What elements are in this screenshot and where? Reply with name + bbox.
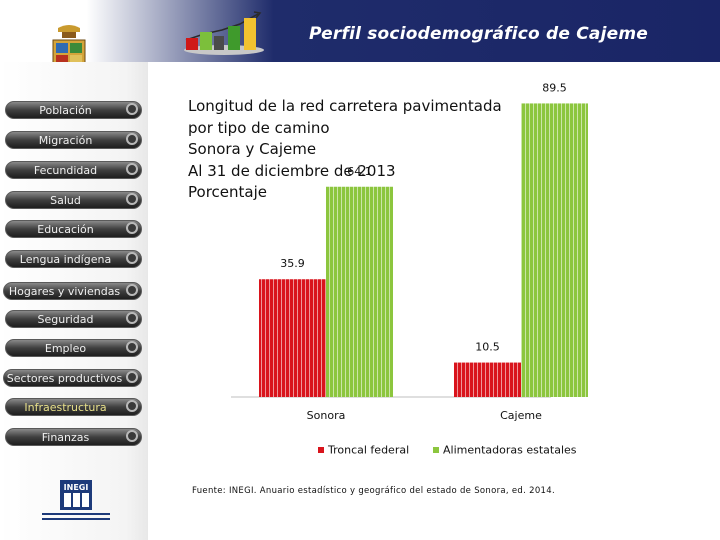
circle-arrow-icon [126,163,138,175]
nav-item-label: Empleo [44,342,87,355]
nav-item-label: Infraestructura [24,401,107,414]
nav-item-educacion[interactable]: Educación [5,220,142,238]
circle-arrow-icon [126,103,138,115]
nav-item-label: Fecundidad [33,164,98,177]
circle-arrow-icon [126,193,138,205]
header-band: Perfil sociodemográfico de Cajeme [0,0,720,62]
circle-arrow-icon [126,222,138,234]
nav-item-label: Educación [37,223,94,236]
header-title: Perfil sociodemográfico de Cajeme [308,24,648,44]
nav-item-label: Finanzas [41,431,90,444]
chart-title-line: Sonora y Cajeme [188,140,317,158]
nav-item-hogares-viviendas[interactable]: Hogares y viviendas [3,282,142,300]
chart-title-line: por tipo de camino [188,118,330,137]
nav-item-label: Hogares y viviendas [8,285,121,298]
circle-arrow-icon [126,312,138,324]
nav-item-label: Migración [38,134,93,147]
data-label: 89.5 [542,81,567,94]
nav-item-label: Lengua indígena [19,253,112,266]
circle-arrow-icon [126,252,138,264]
svg-text:INEGI: INEGI [64,483,89,492]
data-label: 10.5 [475,341,500,354]
nav-item-label: Población [39,104,92,117]
nav-item-infraestructura[interactable]: Infraestructura [5,398,142,416]
chart-title-line: Longitud de la red carretera pavimentada [188,97,502,115]
source-note: Fuente: INEGI. Anuario estadístico y geo… [192,486,555,496]
nav-item-label: Seguridad [37,313,94,326]
nav-item-label: Sectores productivos [6,372,123,385]
bar-alimentadoras-estatales-cajeme [521,103,588,397]
nav-item-finanzas[interactable]: Finanzas [5,428,142,446]
chart-title-line: Porcentaje [188,183,267,201]
bar-alimentadoras-estatales-sonora [326,186,393,397]
legend-label: Alimentadoras estatales [443,444,577,457]
legend-swatch [318,447,324,453]
circle-arrow-icon [126,284,138,296]
bar-troncal-federal-cajeme [454,362,521,397]
bar-troncal-federal-sonora [259,279,326,397]
chart-title-line: Al 31 de diciembre de 2013 [188,161,396,180]
sidebar: Población Migración Fecundidad Salud Edu… [0,62,148,540]
chart-title: Longitud de la red carretera pavimentada… [188,96,588,204]
nav-item-lengua-indigena[interactable]: Lengua indígena [5,250,142,268]
circle-arrow-icon [126,133,138,145]
bar-chart: 35.9 64.1 Sonora 10.5 89.5 Cajeme Troncal fede… [231,81,588,457]
category-label: Cajeme [500,409,542,422]
legend-label: Troncal federal [327,444,409,457]
inegi-logo-icon: INEGI [42,480,110,520]
nav-item-salud[interactable]: Salud [5,191,142,209]
nav-item-sectores-productivos[interactable]: Sectores productivos [3,369,142,387]
nav-item-migracion[interactable]: Migración [5,131,142,149]
circle-arrow-icon [126,371,138,383]
circle-arrow-icon [126,430,138,442]
data-label: 35.9 [280,257,305,270]
nav-item-fecundidad[interactable]: Fecundidad [5,161,142,179]
circle-arrow-icon [126,341,138,353]
circle-arrow-icon [126,400,138,412]
nav-item-poblacion[interactable]: Población [5,101,142,119]
category-label: Sonora [307,409,346,422]
nav-item-empleo[interactable]: Empleo [5,339,142,357]
data-label: 64.1 [347,165,372,178]
legend-swatch [433,447,439,453]
nav-item-label: Salud [50,194,81,207]
nav-item-seguridad[interactable]: Seguridad [5,310,142,328]
bar-chart-growth-icon [184,11,264,55]
